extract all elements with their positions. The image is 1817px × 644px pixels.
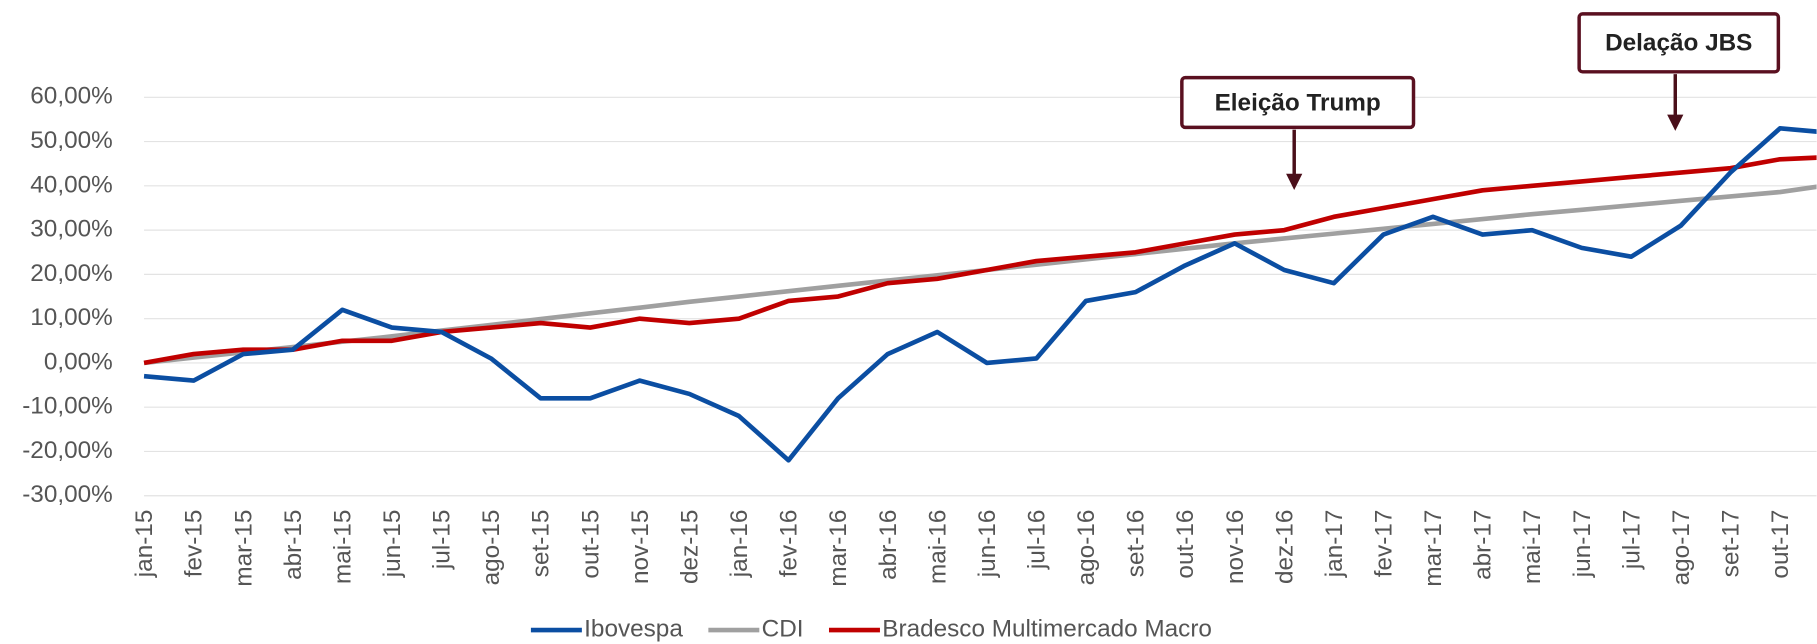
x-tick-label: jan-15 (131, 510, 158, 579)
x-tick-label: mai-15 (329, 510, 356, 584)
x-tick-label: fev-16 (776, 510, 803, 578)
x-tick-label: nov-16 (1222, 510, 1249, 584)
annotation-trump: Eleição Trump (1180, 75, 1416, 190)
grid: -30,00% -20,00% -10,00% 0,00% 10,00% 20,00% 30… (22, 83, 1817, 587)
y-tick-label: -10,00% (22, 393, 113, 420)
x-tick-label: set-16 (1123, 510, 1150, 578)
y-tick-label: -30,00% (22, 481, 113, 508)
legend-label: Bradesco Multimercado Macro (882, 616, 1212, 643)
x-tick-label: abr-16 (875, 510, 902, 580)
annotation-text: Eleição Trump (1215, 90, 1381, 117)
annotation-arrowhead (1286, 173, 1303, 190)
x-tick-label: mai-16 (924, 510, 951, 584)
x-tick-label: dez-15 (676, 510, 703, 584)
x-tick-label: set-15 (528, 510, 555, 578)
x-tick-label: ago-15 (478, 510, 505, 586)
y-tick-label: 50,00% (30, 127, 112, 154)
series-line (143, 126, 1817, 463)
x-tick-label: out-17 (1767, 510, 1794, 579)
legend-label: CDI (762, 616, 804, 643)
y-tick-label: 30,00% (30, 216, 112, 243)
y-tick-label: -20,00% (22, 437, 113, 464)
lines (143, 126, 1817, 463)
x-tick-label: mai-17 (1519, 510, 1546, 584)
x-tick-label: mar-16 (825, 510, 852, 587)
x-tick-label: mar-15 (230, 510, 257, 587)
x-tick-label: jul-16 (1023, 510, 1050, 570)
x-tick-label: fev-17 (1370, 510, 1397, 578)
y-tick-label: 20,00% (30, 260, 112, 287)
x-tick-label: jun-15 (379, 510, 406, 579)
x-tick-label: jan-16 (726, 510, 753, 579)
y-tick-label: 0,00% (44, 348, 113, 375)
y-tick-label: 60,00% (30, 83, 112, 110)
x-tick-label: jun-16 (974, 510, 1001, 579)
x-tick-label: ago-17 (1668, 510, 1695, 586)
x-tick-label: abr-17 (1470, 510, 1497, 580)
series-line (143, 155, 1817, 366)
annotation-box (1180, 75, 1416, 130)
annotation-text: Delação JBS (1605, 29, 1752, 56)
x-tick-label: fev-15 (181, 510, 208, 578)
x-tick-label: jul-17 (1618, 510, 1645, 570)
x-tick-label: ago-16 (1073, 510, 1100, 586)
x-tick-label: jun-17 (1569, 510, 1596, 579)
x-tick-label: mar-17 (1420, 510, 1447, 587)
x-tick-label: out-16 (1172, 510, 1199, 579)
annotation-jbs: Delação JBS (1577, 12, 1781, 131)
x-tick-label: jan-17 (1321, 510, 1348, 579)
x-tick-label: nov-15 (627, 510, 654, 584)
x-tick-label: abr-15 (280, 510, 307, 580)
y-tick-label: 40,00% (30, 171, 112, 198)
x-tick-label: out-15 (577, 510, 604, 579)
annotation-box (1577, 12, 1781, 74)
y-tick-label: 10,00% (30, 304, 112, 331)
legend: Ibovespa CDI Bradesco Multimercado Macro (530, 616, 1212, 643)
x-tick-label: dez-16 (1271, 510, 1298, 584)
x-tick-label: jul-15 (429, 510, 456, 570)
annotation-arrowhead (1667, 114, 1684, 131)
x-tick-label: set-17 (1718, 510, 1745, 578)
legend-label: Ibovespa (584, 616, 683, 643)
